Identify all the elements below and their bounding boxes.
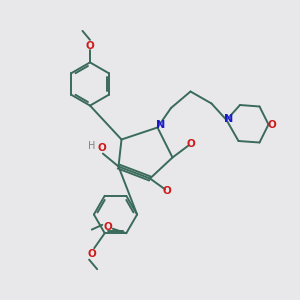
Text: N: N [224,113,233,124]
Text: O: O [268,119,277,130]
Text: O: O [85,41,94,51]
Text: O: O [162,185,171,196]
Text: H: H [88,141,96,151]
Text: O: O [98,143,106,153]
Text: N: N [156,120,165,130]
Text: O: O [186,139,195,149]
Text: O: O [103,222,112,232]
Text: O: O [88,249,97,259]
